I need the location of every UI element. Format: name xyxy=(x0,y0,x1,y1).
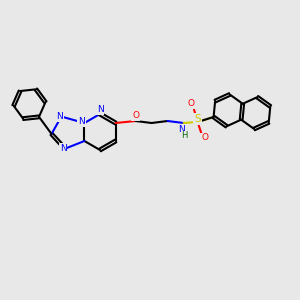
Text: O: O xyxy=(201,134,208,142)
Text: O: O xyxy=(187,100,194,109)
Text: N: N xyxy=(56,112,63,121)
Text: N: N xyxy=(97,106,104,115)
Text: N: N xyxy=(178,125,185,134)
Text: H: H xyxy=(182,131,188,140)
Text: O: O xyxy=(132,112,139,121)
Text: S: S xyxy=(194,114,201,124)
Text: N: N xyxy=(78,118,85,127)
Text: N: N xyxy=(60,144,66,153)
